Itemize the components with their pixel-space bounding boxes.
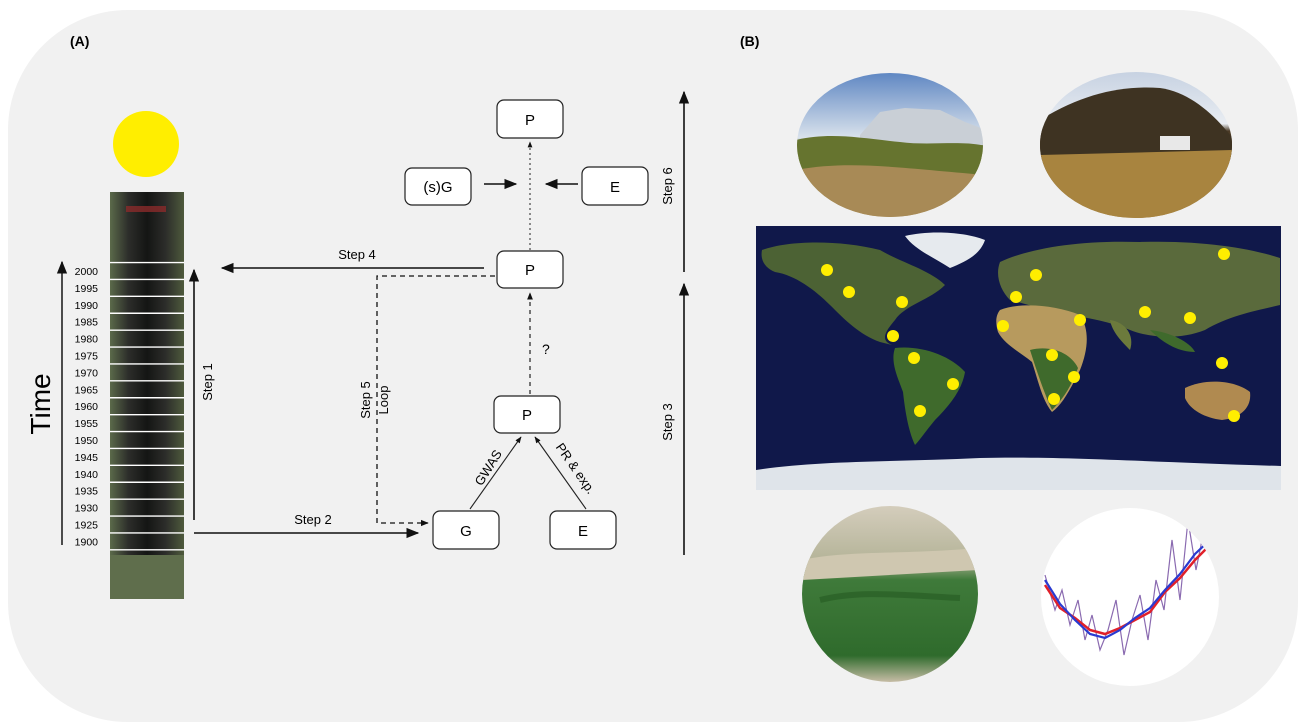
- pr-exp-label: PR & exp.: [553, 440, 599, 497]
- year-label: 1930: [75, 503, 99, 515]
- year-label: 1970: [75, 367, 99, 379]
- year-label: 2000: [75, 266, 99, 278]
- sampling-site-marker: [1184, 312, 1196, 324]
- sampling-site-marker: [1228, 410, 1240, 422]
- edge-pr-exp: [534, 436, 587, 510]
- photo-mountain-landscape: [797, 73, 983, 217]
- year-label: 1900: [75, 536, 99, 548]
- year-label: 1990: [75, 300, 99, 312]
- question-label: ?: [542, 341, 550, 357]
- sampling-site-marker: [1216, 357, 1228, 369]
- node-e-bottom: E: [549, 510, 617, 550]
- year-label: 1960: [75, 401, 99, 413]
- node-p-mid: P: [496, 250, 564, 289]
- node-g: G: [432, 510, 500, 550]
- photo-dune-vegetation: [802, 506, 978, 682]
- node-g-label: G: [460, 523, 472, 540]
- node-e-bottom-label: E: [578, 523, 588, 540]
- sampling-site-marker: [1010, 291, 1022, 303]
- step6-label: Step 6: [660, 167, 675, 205]
- node-e-top: E: [581, 166, 649, 206]
- step2-label: Step 2: [294, 512, 332, 527]
- year-label: 1980: [75, 334, 99, 346]
- edge-gwas: [469, 436, 522, 510]
- sampling-site-marker: [1218, 248, 1230, 260]
- sun-icon: [113, 111, 179, 177]
- node-p-low: P: [493, 395, 561, 434]
- year-label: 1995: [75, 283, 99, 295]
- sampling-site-marker: [821, 264, 833, 276]
- tree-trunk-image: [110, 192, 184, 599]
- year-label: 1945: [75, 452, 99, 464]
- time-axis-label: Time: [25, 373, 56, 434]
- node-p-mid-label: P: [525, 262, 535, 279]
- step1-label: Step 1: [200, 363, 215, 401]
- sampling-site-marker: [997, 320, 1009, 332]
- year-label: 1985: [75, 317, 99, 329]
- sampling-site-marker: [908, 352, 920, 364]
- year-label: 1965: [75, 384, 99, 396]
- panel-label-b: (B): [740, 33, 759, 49]
- sampling-site-marker: [1046, 349, 1058, 361]
- node-p-top: P: [496, 99, 564, 139]
- year-label: 1940: [75, 469, 99, 481]
- sampling-site-marker: [843, 286, 855, 298]
- step3-label: Step 3: [660, 403, 675, 441]
- sampling-site-marker: [896, 296, 908, 308]
- step5-loop-arrow: [376, 275, 495, 527]
- sampling-site-marker: [947, 378, 959, 390]
- panel-label-a: (A): [70, 33, 89, 49]
- year-label: 1935: [75, 486, 99, 498]
- sampling-site-marker: [1074, 314, 1086, 326]
- sampling-site-marker: [1068, 371, 1080, 383]
- node-sg: (s)G: [404, 167, 472, 206]
- photo-hill-landscape: [1040, 72, 1232, 218]
- sampling-site-marker: [1048, 393, 1060, 405]
- year-label: 1925: [75, 520, 99, 532]
- year-labels: 2000 1995 1990 1985 1980 1975 1970 1965 1960 1955…: [75, 266, 99, 548]
- node-p-top-label: P: [525, 112, 535, 129]
- sampling-site-marker: [887, 330, 899, 342]
- sampling-site-marker: [1030, 269, 1042, 281]
- sampling-site-marker: [1139, 306, 1151, 318]
- world-map: [756, 226, 1281, 490]
- sampling-site-marker: [914, 405, 926, 417]
- loop-label: Loop: [376, 386, 391, 415]
- year-label: 1950: [75, 435, 99, 447]
- year-label: 1955: [75, 418, 99, 430]
- node-e-top-label: E: [610, 179, 620, 196]
- node-p-low-label: P: [522, 407, 532, 424]
- step5-label: Step 5: [358, 381, 373, 419]
- node-sg-label: (s)G: [423, 179, 452, 196]
- photo-time-series-plot: [1041, 508, 1219, 686]
- step4-label: Step 4: [338, 247, 376, 262]
- year-label: 1975: [75, 351, 99, 363]
